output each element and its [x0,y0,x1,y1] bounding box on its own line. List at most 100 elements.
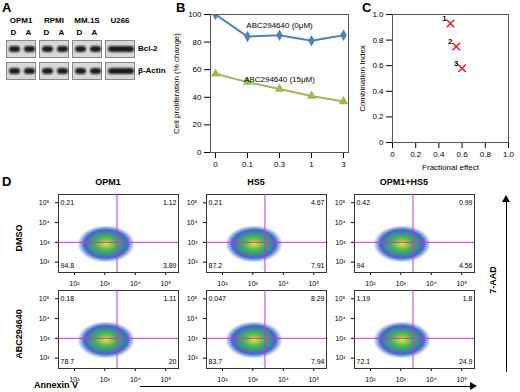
svg-text:10²: 10² [39,258,50,265]
svg-text:10⁵: 10⁵ [187,199,198,206]
svg-text:10⁵: 10⁵ [39,199,50,206]
svg-text:10²: 10² [187,258,198,265]
svg-text:0.6: 0.6 [372,61,384,70]
svg-text:10³: 10³ [187,239,198,246]
svg-text:ABC294640 (0μM): ABC294640 (0μM) [246,21,313,30]
svg-text:0.42: 0.42 [357,199,371,206]
svg-text:0.3: 0.3 [274,160,286,169]
svg-text:1.0: 1.0 [503,150,515,159]
svg-text:10³: 10³ [39,239,50,246]
svg-text:0.4: 0.4 [433,150,445,159]
html-text:Annexin V: Annexin V [34,380,78,390]
svg-text:3: 3 [341,160,346,169]
svg-text:0.8: 0.8 [480,150,492,159]
svg-text:0.21: 0.21 [209,199,223,206]
svg-text:10⁴: 10⁴ [130,376,141,382]
svg-text:10³: 10³ [187,335,198,342]
svg-text:0: 0 [197,148,202,157]
svg-text:10⁵: 10⁵ [335,199,346,206]
svg-text:Combination Index: Combination Index [358,45,367,112]
svg-text:10⁵: 10⁵ [456,376,467,382]
svg-text:2: 2 [448,37,453,46]
svg-text:10³: 10³ [39,335,50,342]
svg-text:10²: 10² [335,354,346,361]
svg-text:10²: 10² [187,354,198,361]
svg-text:0.99: 0.99 [459,199,473,206]
svg-text:0.21: 0.21 [61,199,75,206]
svg-text:20: 20 [193,120,202,129]
svg-text:ABC294640 (15μM): ABC294640 (15μM) [244,75,315,84]
svg-text:0.8: 0.8 [372,36,384,45]
svg-text:0.2: 0.2 [372,112,384,121]
svg-text:87.2: 87.2 [209,262,223,269]
html-text:C: C [362,0,372,15]
svg-text:24.9: 24.9 [459,358,473,365]
svg-text:20: 20 [169,358,177,365]
html-text:HS5: HS5 [247,177,265,187]
html-text:ABC294640: ABC294640 [14,309,24,359]
svg-text:10⁴: 10⁴ [426,376,437,382]
svg-text:Fractional effect: Fractional effect [422,163,480,172]
svg-text:1: 1 [442,14,447,23]
svg-text:10⁴: 10⁴ [335,219,346,226]
svg-text:7.91: 7.91 [311,262,325,269]
svg-text:1.11: 1.11 [163,295,176,302]
svg-text:80: 80 [193,38,202,47]
html-text:OPM1: OPM1 [95,177,121,187]
svg-text:0.4: 0.4 [372,87,384,96]
svg-text:10³: 10³ [248,376,259,382]
svg-text:94: 94 [357,262,365,269]
svg-text:0: 0 [390,150,395,159]
svg-text:94.8: 94.8 [61,262,75,269]
html-text:A: A [2,0,12,15]
svg-text:10⁴: 10⁴ [187,219,198,226]
svg-text:4.56: 4.56 [459,262,473,269]
svg-text:10²: 10² [365,376,376,382]
svg-text:Cell proliferation (% change): Cell proliferation (% change) [172,33,181,134]
svg-text:78.7: 78.7 [61,358,75,365]
svg-text:0.047: 0.047 [209,295,227,302]
svg-text:3: 3 [454,59,459,68]
svg-text:7.94: 7.94 [311,358,325,365]
svg-text:0: 0 [213,160,218,169]
svg-text:3.89: 3.89 [163,262,177,269]
svg-text:10⁵: 10⁵ [187,295,198,302]
svg-text:10²: 10² [217,376,228,382]
svg-text:1: 1 [309,160,314,169]
svg-text:10⁵: 10⁵ [335,295,346,302]
svg-text:1.19: 1.19 [357,295,371,302]
svg-text:8.29: 8.29 [311,295,325,302]
html-text:D: D [2,174,12,189]
svg-text:83.7: 83.7 [209,358,223,365]
svg-text:10⁴: 10⁴ [278,376,289,382]
svg-text:0.18: 0.18 [61,295,75,302]
svg-text:10⁴: 10⁴ [39,315,50,322]
svg-text:10⁴: 10⁴ [335,315,346,322]
svg-text:10⁵: 10⁵ [308,376,319,382]
svg-text:0: 0 [379,138,384,147]
svg-text:4.67: 4.67 [311,199,325,206]
svg-text:10³: 10³ [335,239,346,246]
svg-text:1.12: 1.12 [163,199,177,206]
svg-text:40: 40 [193,93,202,102]
svg-text:0.2: 0.2 [410,150,422,159]
html-text:B: B [176,0,186,15]
svg-text:10³: 10³ [396,376,407,382]
html-text:DMSO: DMSO [14,224,24,252]
svg-text:10⁴: 10⁴ [187,315,198,322]
svg-text:10⁴: 10⁴ [39,219,50,226]
svg-text:72.1: 72.1 [357,358,371,365]
svg-text:60: 60 [193,65,202,74]
html-text:OPM1+HS5: OPM1+HS5 [379,177,429,187]
svg-text:100: 100 [188,10,202,19]
svg-text:0.1: 0.1 [242,160,254,169]
svg-text:0.6: 0.6 [457,150,469,159]
svg-text:10²: 10² [335,258,346,265]
svg-text:10⁵: 10⁵ [39,295,50,302]
svg-text:10³: 10³ [100,376,111,382]
svg-text:10⁵: 10⁵ [160,376,171,382]
svg-text:1.8: 1.8 [463,295,473,302]
svg-text:1.0: 1.0 [372,10,384,19]
svg-text:10³: 10³ [335,335,346,342]
svg-text:10²: 10² [39,354,50,361]
